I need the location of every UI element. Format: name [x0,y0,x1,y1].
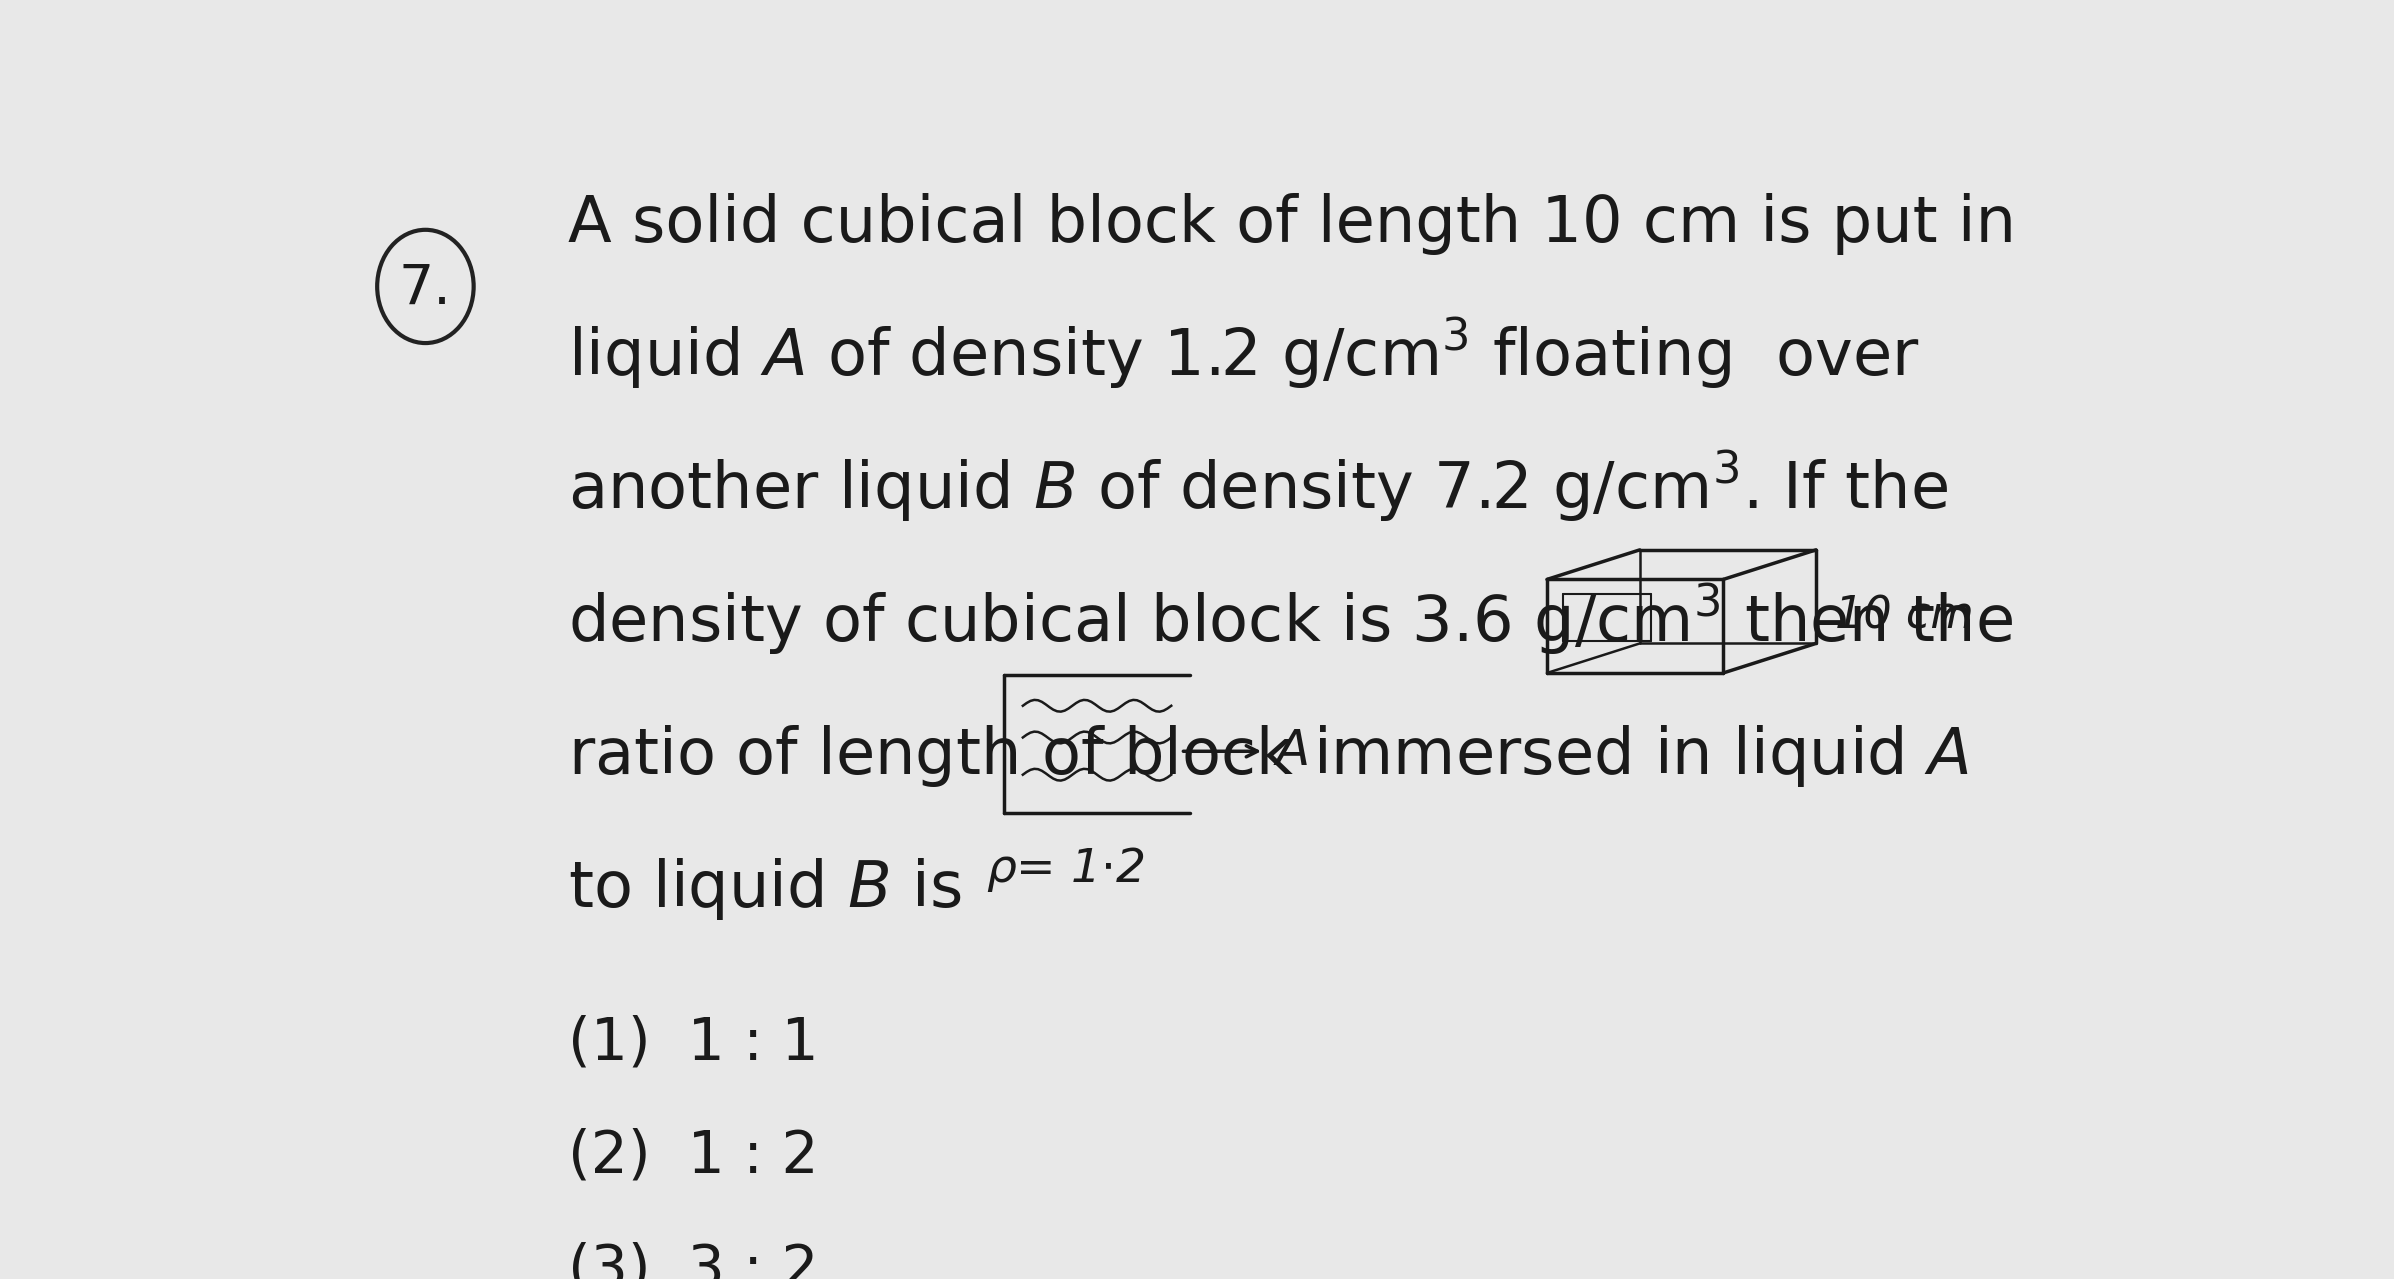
Text: 7.: 7. [400,261,452,316]
Text: 10 cm: 10 cm [1834,595,1973,638]
Text: liquid $\it{A}$ of density 1.2 g/cm$^3$ floating  over: liquid $\it{A}$ of density 1.2 g/cm$^3$ … [567,315,1920,390]
Text: ratio of length of block immersed in liquid $\it{A}$: ratio of length of block immersed in liq… [567,723,1970,789]
Text: $\rho$= 1$\cdot$2: $\rho$= 1$\cdot$2 [986,845,1144,894]
Text: (1)  1 : 1: (1) 1 : 1 [567,1014,819,1072]
Text: (2)  1 : 2: (2) 1 : 2 [567,1128,819,1184]
Text: (3)  3 : 2: (3) 3 : 2 [567,1241,819,1279]
Text: density of cubical block is 3.6 g/cm$^3$ then the: density of cubical block is 3.6 g/cm$^3$… [567,581,2013,656]
Text: $\it{A}$: $\it{A}$ [1274,728,1310,775]
Text: to liquid $\it{B}$ is: to liquid $\it{B}$ is [567,856,962,922]
Text: another liquid $\it{B}$ of density 7.2 g/cm$^3$. If the: another liquid $\it{B}$ of density 7.2 g… [567,448,1949,523]
Text: A solid cubical block of length 10 cm is put in: A solid cubical block of length 10 cm is… [567,193,2016,255]
